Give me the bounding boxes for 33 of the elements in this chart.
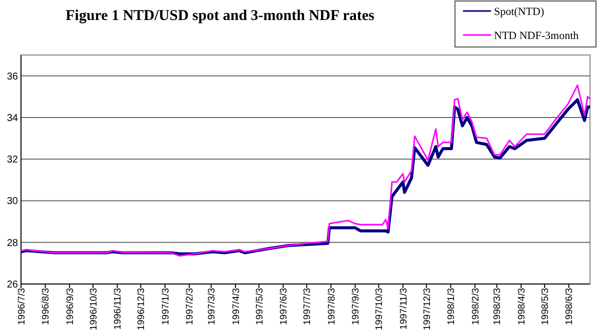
x-tick-label: 1997/9/3 <box>350 288 362 325</box>
x-tick-label: 1998/2/3 <box>470 288 482 325</box>
x-tick-label: 1997/10/3 <box>374 288 386 330</box>
x-tick-label: 1996/9/3 <box>64 288 76 325</box>
x-tick-label: 1996/11/3 <box>112 288 124 330</box>
y-tick-label: 32 <box>6 154 18 166</box>
x-tick-label: 1998/5/3 <box>540 288 551 325</box>
x-tick-label: 1997/6/3 <box>278 288 290 325</box>
x-tick-label: 1997/3/3 <box>206 288 218 325</box>
x-tick-label: 1997/8/3 <box>326 288 338 325</box>
x-tick-label: 1997/11/3 <box>398 288 410 330</box>
x-tick-label: 1996/12/3 <box>136 288 148 330</box>
legend-label: NTD NDF-3month <box>494 30 580 42</box>
x-tick-label: 1998/4/3 <box>516 288 528 325</box>
x-tick-label: 1997/2/3 <box>184 288 196 325</box>
y-tick-label: 34 <box>6 112 18 124</box>
x-tick-label: 1997/4/3 <box>230 288 242 325</box>
x-tick-label: 1996/7/3 <box>16 288 28 325</box>
x-tick-label: 1998/1/3 <box>446 288 458 325</box>
x-tick-label: 1998/6/3 <box>564 288 576 325</box>
x-tick-label: 1997/12/3 <box>422 288 433 330</box>
chart-title: Figure 1 NTD/USD spot and 3-month NDF rates <box>66 8 375 24</box>
x-tick-label: 1997/5/3 <box>254 288 266 325</box>
y-tick-label: 26 <box>6 280 18 290</box>
x-tick-label: 1997/1/3 <box>160 288 172 325</box>
x-tick-label: 1998/3/3 <box>492 288 504 325</box>
y-tick-label: 30 <box>6 196 18 208</box>
x-tick-label: 1996/8/3 <box>40 288 52 325</box>
legend-label: Spot(NTD) <box>494 6 544 18</box>
x-tick-label: 1997/7/3 <box>302 288 313 325</box>
y-tick-label: 36 <box>6 71 18 82</box>
y-tick-label: 28 <box>6 238 18 249</box>
x-tick-label: 1996/10/3 <box>88 288 100 330</box>
